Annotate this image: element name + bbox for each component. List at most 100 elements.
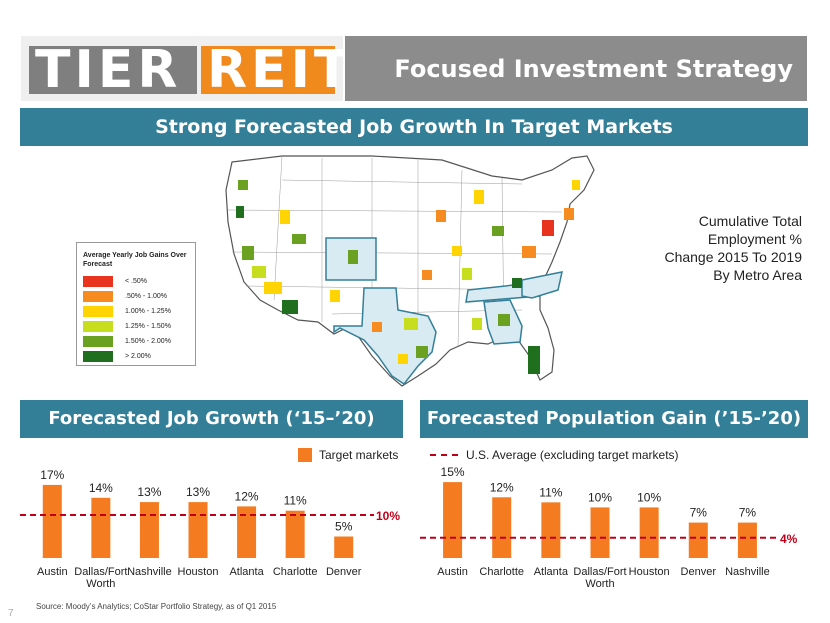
legend-label: 1.25% - 1.50% bbox=[125, 323, 171, 330]
tierreit-logo: TIER REIT bbox=[21, 36, 349, 101]
value-label: 10% bbox=[637, 490, 661, 504]
metro-marker bbox=[472, 318, 482, 330]
bar-7 bbox=[334, 536, 354, 558]
category-label: Austin bbox=[37, 566, 68, 578]
bar-4 bbox=[590, 507, 610, 558]
metro-marker bbox=[264, 282, 282, 294]
value-label: 10% bbox=[588, 490, 612, 504]
metro-marker bbox=[282, 300, 298, 314]
source-note: Source: Moody’s Analytics; CoStar Portfo… bbox=[36, 602, 277, 611]
map-legend: Average Yearly Job Gains Over Forecast <… bbox=[76, 242, 196, 366]
metro-marker bbox=[522, 246, 536, 258]
category-label: Nashville bbox=[127, 566, 172, 578]
map-caption-line: Cumulative Total bbox=[698, 213, 802, 229]
metro-marker bbox=[528, 346, 540, 374]
value-label: 11% bbox=[539, 485, 562, 499]
metro-marker bbox=[238, 180, 248, 190]
bar-6 bbox=[285, 510, 305, 558]
legend-label: < .50% bbox=[125, 278, 147, 285]
map-legend-title: Average Yearly Job Gains Over Forecast bbox=[83, 252, 187, 268]
legend-swatch bbox=[83, 351, 113, 362]
metro-marker bbox=[542, 220, 554, 236]
value-label: 13% bbox=[186, 485, 210, 499]
map-caption-line: Change 2015 To 2019 bbox=[664, 249, 802, 265]
bar-3 bbox=[139, 502, 159, 558]
metro-marker bbox=[404, 318, 418, 330]
value-label: 14% bbox=[89, 481, 113, 495]
category-label: Denver bbox=[326, 566, 362, 578]
legend-swatch bbox=[83, 291, 113, 302]
legend-label: 1.50% - 2.00% bbox=[125, 338, 171, 345]
metro-marker bbox=[292, 234, 306, 244]
category-label: Atlanta bbox=[534, 566, 569, 578]
us-average-value: 4% bbox=[780, 532, 798, 546]
section-banner: Strong Forecasted Job Growth In Target M… bbox=[20, 108, 808, 146]
legend-swatch bbox=[83, 336, 113, 347]
legend-row: 1.50% - 2.00% bbox=[83, 334, 189, 349]
legend-row: > 2.00% bbox=[83, 349, 189, 364]
legend-swatch bbox=[83, 276, 113, 287]
population-gain-chart: 15% Austin 12% Charlotte 11% Atlanta 10% Dallas… bbox=[420, 465, 798, 590]
bar-1 bbox=[42, 484, 62, 558]
target-markets-label: Target markets bbox=[319, 448, 399, 462]
legend-label: 1.00% - 1.25% bbox=[125, 308, 171, 315]
category-label: Austin bbox=[437, 566, 468, 578]
target-markets-swatch bbox=[298, 448, 312, 462]
bar-5 bbox=[639, 507, 659, 558]
metro-marker bbox=[416, 346, 428, 358]
bar-1 bbox=[443, 482, 463, 558]
metro-marker bbox=[462, 268, 472, 280]
category-label: Denver bbox=[681, 566, 717, 578]
category-label: Dallas/Fort bbox=[573, 566, 626, 578]
bar-7 bbox=[737, 522, 757, 558]
legend-swatch bbox=[83, 321, 113, 332]
map-state-north-carolina bbox=[521, 271, 563, 299]
category-label: Houston bbox=[178, 566, 219, 578]
map-caption: Cumulative Total Employment % Change 201… bbox=[636, 212, 802, 284]
value-label: 5% bbox=[335, 520, 353, 534]
metro-marker bbox=[348, 250, 358, 264]
metro-marker bbox=[564, 208, 574, 220]
metro-marker bbox=[422, 270, 432, 280]
legend-row: .50% - 1.00% bbox=[83, 289, 189, 304]
metro-marker bbox=[372, 322, 382, 332]
bar-4 bbox=[188, 502, 208, 558]
metro-marker bbox=[498, 314, 510, 326]
category-label: Dallas/Fort bbox=[74, 566, 127, 578]
value-label: 11% bbox=[284, 494, 307, 508]
value-label: 12% bbox=[490, 480, 514, 494]
us-average-value: 10% bbox=[376, 509, 400, 523]
target-markets-legend: Target markets bbox=[298, 448, 398, 462]
legend-label: .50% - 1.00% bbox=[125, 293, 168, 300]
metro-marker bbox=[330, 290, 340, 302]
value-label: 17% bbox=[40, 468, 64, 482]
us-average-legend: U.S. Average (excluding target markets) bbox=[430, 448, 679, 462]
bar-5 bbox=[237, 506, 257, 558]
map-caption-line: By Metro Area bbox=[713, 267, 802, 283]
job-growth-title: Forecasted Job Growth (‘15–’20) bbox=[20, 400, 403, 438]
metro-marker bbox=[252, 266, 266, 278]
category-label: Nashville bbox=[725, 566, 770, 578]
logo-tier-text: TIER bbox=[29, 44, 197, 96]
category-label: Worth bbox=[86, 578, 115, 590]
map-state-texas bbox=[333, 287, 437, 386]
logo-reit-text: REIT bbox=[201, 44, 349, 96]
metro-marker bbox=[492, 226, 504, 236]
metro-marker bbox=[452, 246, 462, 256]
value-label: 7% bbox=[739, 506, 757, 520]
page-number: 7 bbox=[8, 608, 14, 619]
us-average-dash bbox=[430, 454, 458, 456]
value-label: 15% bbox=[441, 465, 465, 479]
value-label: 7% bbox=[690, 506, 708, 520]
legend-row: 1.00% - 1.25% bbox=[83, 304, 189, 319]
category-label: Charlotte bbox=[479, 566, 524, 578]
population-gain-title: Forecasted Population Gain (’15-’20) bbox=[420, 400, 808, 438]
metro-marker bbox=[474, 190, 484, 204]
metro-marker bbox=[572, 180, 580, 190]
value-label: 13% bbox=[137, 485, 161, 499]
legend-label: > 2.00% bbox=[125, 353, 151, 360]
us-average-label: U.S. Average (excluding target markets) bbox=[466, 448, 679, 462]
bar-2 bbox=[492, 497, 512, 558]
legend-row: 1.25% - 1.50% bbox=[83, 319, 189, 334]
